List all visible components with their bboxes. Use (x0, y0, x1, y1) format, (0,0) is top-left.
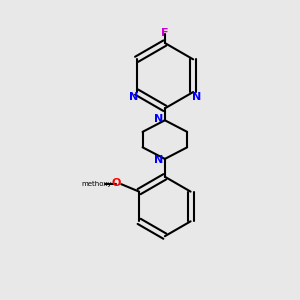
Text: O: O (111, 178, 121, 188)
Text: N: N (129, 92, 138, 101)
Text: methoxy: methoxy (81, 181, 112, 187)
Text: N: N (191, 92, 201, 101)
Text: N: N (154, 114, 163, 124)
Text: F: F (161, 28, 169, 38)
Text: N: N (154, 155, 163, 165)
